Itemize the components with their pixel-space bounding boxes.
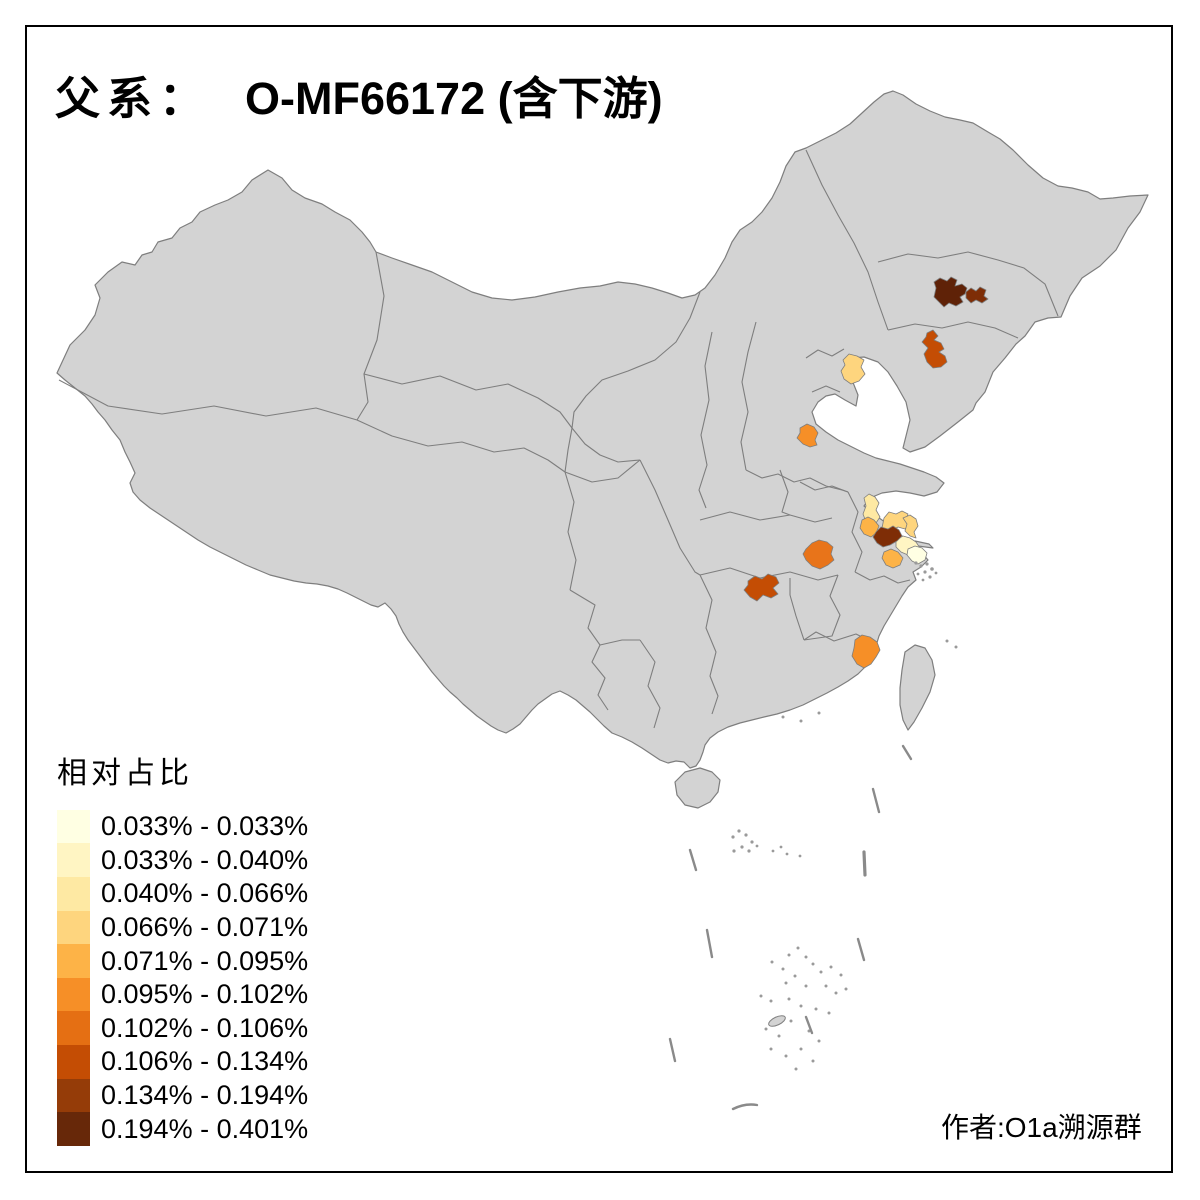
legend-swatch <box>57 1112 90 1147</box>
legend-label: 0.033% - 0.033% <box>101 811 309 842</box>
province-borders <box>58 149 1059 729</box>
region-shandong-west <box>796 423 819 448</box>
legend-label: 0.033% - 0.040% <box>101 844 309 875</box>
legend-swatch <box>57 843 90 878</box>
region-jilin-east-dark <box>965 286 989 304</box>
legend-label: 0.040% - 0.066% <box>101 878 309 909</box>
region-shanghai-pale <box>906 545 928 565</box>
legend-row: 0.106% - 0.134% <box>57 1044 309 1079</box>
plot-frame <box>25 25 1173 1173</box>
legend-label: 0.134% - 0.194% <box>101 1080 309 1111</box>
spratly-larger-island <box>768 1015 786 1027</box>
legend-label: 0.102% - 0.106% <box>101 1012 309 1043</box>
legend-row: 0.102% - 0.106% <box>57 1011 309 1046</box>
legend-swatch <box>57 1044 90 1079</box>
region-liaoning-mid <box>921 329 948 369</box>
legend-swatch <box>57 910 90 945</box>
region-zhejiang-north <box>881 548 904 569</box>
legend-row: 0.134% - 0.194% <box>57 1078 309 1113</box>
author-credit: 作者:O1a溯源群 <box>941 1112 1142 1143</box>
legend-label: 0.095% - 0.102% <box>101 979 309 1010</box>
legend-row: 0.033% - 0.040% <box>57 843 309 878</box>
region-hunan-north <box>743 573 780 602</box>
legend: 相对占比 0.033% - 0.033% 0.033% - 0.040% 0.0… <box>57 748 309 1147</box>
legend-row: 0.071% - 0.095% <box>57 944 309 979</box>
legend-swatch <box>57 876 90 911</box>
title-haplogroup: O-MF66172 (含下游) <box>245 73 663 124</box>
legend-swatch <box>57 809 90 844</box>
nine-dash-line <box>668 744 913 1111</box>
region-hubei-east <box>802 539 835 570</box>
region-fujian-east <box>851 634 881 669</box>
south-china-sea-island-dots <box>731 829 848 1071</box>
legend-label: 0.066% - 0.071% <box>101 912 309 943</box>
legend-row: 0.033% - 0.033% <box>57 809 309 844</box>
legend-label: 0.071% - 0.095% <box>101 945 309 976</box>
legend-label: 0.106% - 0.134% <box>101 1046 309 1077</box>
region-jiangsu-dark <box>872 525 903 548</box>
region-tianjin-area <box>840 353 866 385</box>
legend-title: 相对占比 <box>57 757 193 790</box>
title-prefix: 父系： <box>55 73 212 124</box>
legend-label: 0.194% - 0.401% <box>101 1113 309 1144</box>
legend-row: 0.040% - 0.066% <box>57 876 309 911</box>
legend-row: 0.194% - 0.401% <box>57 1112 309 1147</box>
china-mainland-shape <box>56 90 1149 769</box>
legend-swatch <box>57 944 90 979</box>
legend-swatch <box>57 1078 90 1113</box>
hainan-island <box>674 767 721 809</box>
legend-row: 0.066% - 0.071% <box>57 910 309 945</box>
region-jiangsu-east-light <box>902 514 919 539</box>
coastal-island-dots <box>781 561 958 723</box>
taiwan-island <box>899 644 936 731</box>
legend-swatch <box>57 977 90 1012</box>
region-jilin-west-darkest <box>933 276 968 308</box>
legend-row: 0.095% - 0.102% <box>57 977 309 1012</box>
choropleth-regions <box>743 276 989 669</box>
page-title: 父系： O-MF66172 (含下游) <box>55 62 663 127</box>
legend-swatch <box>57 1011 90 1046</box>
